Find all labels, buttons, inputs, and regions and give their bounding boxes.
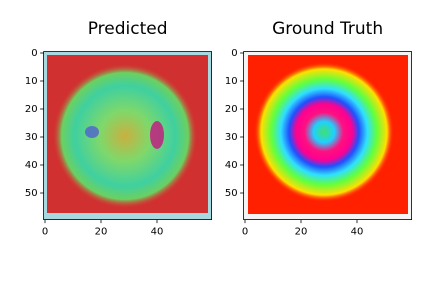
y-tick-label: 50	[25, 188, 38, 199]
y-tick-label: 30	[25, 132, 38, 143]
predicted-image	[43, 51, 212, 220]
x-tick-label: 40	[151, 227, 164, 238]
y-tick-label: 10	[225, 76, 238, 87]
y-tick-label: 40	[225, 160, 238, 171]
axes-frame	[243, 51, 413, 220]
x-tick-label: 20	[295, 227, 308, 238]
y-tick-label: 0	[231, 48, 237, 59]
axes-frame	[43, 51, 212, 220]
subplot-title: Ground Truth	[272, 19, 383, 39]
ground-truth-image	[243, 51, 412, 220]
x-tick-label: 40	[351, 227, 364, 238]
subplot-title: Predicted	[88, 19, 168, 39]
x-tick-label: 0	[42, 227, 48, 238]
y-tick-label: 20	[225, 104, 238, 115]
x-tick-label: 20	[95, 227, 108, 238]
y-tick-label: 20	[25, 104, 38, 115]
y-tick-label: 0	[31, 48, 37, 59]
y-tick-label: 10	[25, 76, 38, 87]
y-tick-label: 30	[225, 132, 238, 143]
x-tick-label: 0	[242, 227, 248, 238]
y-tick-label: 50	[225, 188, 238, 199]
y-tick-label: 40	[25, 160, 38, 171]
